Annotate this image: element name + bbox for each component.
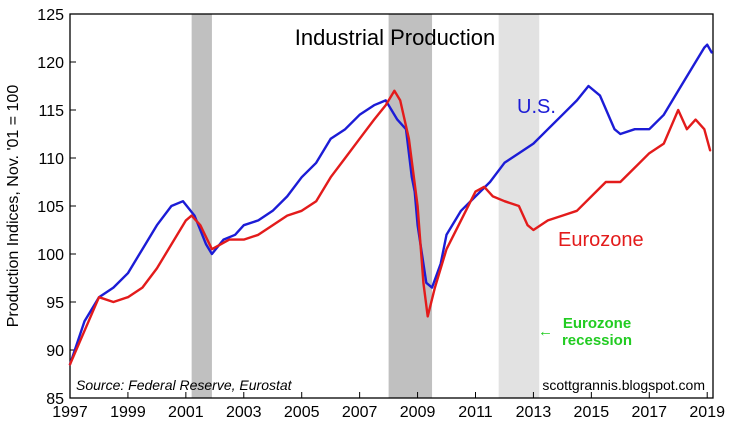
y-tick-label-115: 115 [38, 103, 64, 120]
x-tick-label-2003: 2003 [226, 404, 262, 421]
x-tick-label-2005: 2005 [284, 404, 320, 421]
y-tick-label-110: 110 [38, 151, 64, 168]
x-tick-label-1997: 1997 [52, 404, 88, 421]
eurozone-series-label: Eurozone [558, 229, 644, 251]
y-axis-ticks: 85 90 95 100 105 110 115 120 125 [37, 7, 76, 408]
y-tick-label-95: 95 [46, 295, 64, 312]
y-tick-label-90: 90 [46, 343, 64, 360]
recession-band-1 [191, 14, 212, 398]
y-tick-label-120: 120 [37, 55, 64, 72]
recession-label-line1: Eurozone [563, 315, 631, 332]
recession-bands [191, 14, 540, 398]
y-tick-label-85: 85 [46, 391, 64, 408]
eurozone-series-line [68, 89, 712, 366]
x-tick-label-2017: 2017 [631, 404, 667, 421]
x-tick-label-2001: 2001 [168, 404, 204, 421]
x-axis-ticks: 1997 1999 2001 2003 2005 2007 2009 2011 2013 2015… [52, 392, 725, 421]
source-note: Source: Federal Reserve, Eurostat [76, 377, 293, 393]
x-tick-label-2011: 2011 [458, 404, 493, 421]
chart-title: Industrial Production [295, 25, 496, 50]
x-tick-label-2013: 2013 [516, 404, 552, 421]
recession-band-2 [388, 14, 433, 398]
y-tick-label-125: 125 [37, 7, 64, 24]
x-tick-label-2015: 2015 [574, 404, 610, 421]
x-tick-label-1999: 1999 [110, 404, 146, 421]
y-tick-label-100: 100 [37, 247, 64, 264]
x-tick-label-2009: 2009 [400, 404, 436, 421]
site-credit: scottgrannis.blogspot.com [542, 377, 705, 393]
series-lines [68, 43, 713, 366]
x-tick-label-2019: 2019 [689, 404, 725, 421]
y-axis-label: Production Indices, Nov. '01 = 100 [5, 85, 22, 328]
x-tick-label-2007: 2007 [342, 404, 378, 421]
recession-arrow-icon: ← [538, 323, 553, 340]
recession-label-line2: recession [562, 332, 632, 349]
us-series-label: U.S. [517, 96, 556, 118]
y-tick-label-105: 105 [37, 199, 64, 216]
